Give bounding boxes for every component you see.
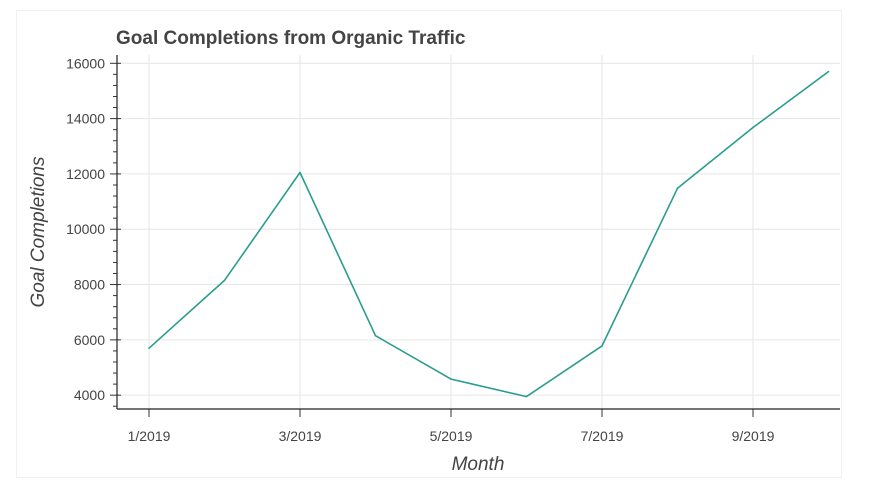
data-point [299,171,301,174]
y-tick-label: 12000 [66,166,105,182]
plot-frame [16,10,842,478]
axes: 4000 6000 8000 10000 12000 14000 16000 1/2019 3/… [66,55,840,444]
x-tick-label: 5/2019 [430,428,473,444]
data-point [223,279,226,282]
data-point [676,187,679,190]
y-tick-label: 6000 [74,332,105,348]
chart-title: Goal Completions from Organic Traffic [116,28,466,49]
x-tick-label: 3/2019 [279,428,322,444]
data-point [525,395,528,398]
data-point [827,70,830,73]
x-tick-label: 9/2019 [732,428,775,444]
series-layer [148,70,830,398]
data-point [148,347,150,349]
x-axis-title: Month [452,454,505,475]
grid-lines [117,55,840,409]
y-tick-label: 16000 [66,55,105,71]
series-line [148,70,829,398]
y-tick-label: 8000 [74,277,105,293]
data-point [374,334,377,337]
x-tick-label: 7/2019 [581,428,624,444]
y-tick-label: 4000 [74,387,105,403]
data-point [752,126,754,129]
y-tick-label: 10000 [66,221,105,237]
data-point [601,345,603,347]
data-point [450,378,452,380]
y-axis-title: Goal Completions [28,156,49,308]
y-tick-label: 14000 [66,111,105,127]
x-tick-label: 1/2019 [128,428,171,444]
